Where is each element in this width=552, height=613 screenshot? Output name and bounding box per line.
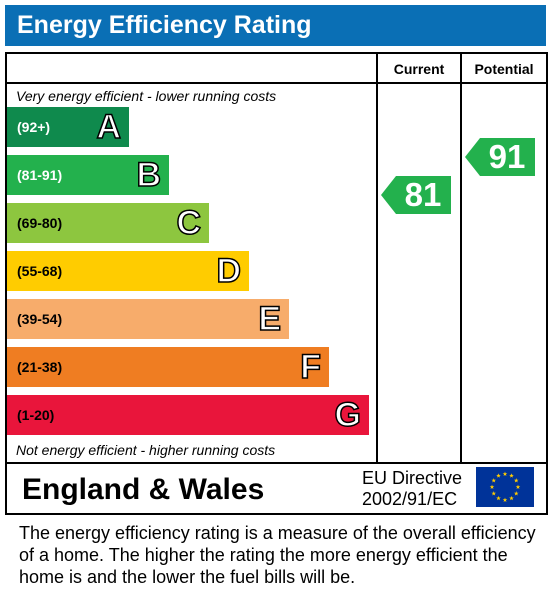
band-range-f: (21-38) [17,359,63,375]
potential-arrow-shape [465,138,535,176]
band-b: (81-91) B [7,155,169,195]
band-letter-e: E [258,299,282,339]
eu-flag-star [513,478,519,483]
eu-directive-line2: 2002/91/EC [362,489,458,509]
column-divider-current [376,54,378,463]
eu-flag-star [496,495,501,501]
band-d: (55-68) D [7,251,249,291]
band-letter-a: A [96,107,122,147]
eu-flag-icon [476,467,534,507]
band-f: (21-38) F [7,347,329,387]
rating-description: The energy efficiency rating is a measur… [19,523,536,587]
title-bar: Energy Efficiency Rating [5,5,546,46]
eu-flag-star [491,491,497,496]
column-header-current: Current [393,61,445,77]
footer-divider [7,462,546,464]
chart-title: Energy Efficiency Rating [17,11,312,39]
band-range-e: (39-54) [17,311,63,327]
eu-flag-star [491,478,497,483]
band-c: (69-80) C [7,203,209,243]
eu-flag-star [509,495,514,501]
band-a: (92+) A [7,107,129,147]
eu-flag-star [489,484,495,489]
current-rating-value: 81 [404,176,442,213]
note-not-efficient: Not energy efficient - higher running co… [16,442,276,458]
band-range-g: (1-20) [17,407,55,423]
band-range-d: (55-68) [17,263,63,279]
eu-directive: EU Directive 2002/91/EC [362,468,462,510]
band-e: (39-54) E [7,299,289,339]
eu-flag-star [513,491,519,496]
eu-flag-star [502,471,508,476]
band-letter-f: F [299,347,321,387]
note-very-efficient: Very energy efficient - lower running co… [16,88,277,104]
eu-flag-star [502,497,508,502]
eu-flag-star [515,484,521,489]
eu-flag-star [509,473,514,478]
potential-rating-value: 91 [488,138,526,175]
band-range-b: (81-91) [17,167,63,183]
band-letter-d: D [216,251,242,291]
rating-frame [5,52,548,515]
eu-flag-star [496,473,501,478]
current-rating-arrow: 81 [381,176,451,214]
band-letter-b: B [136,155,162,195]
eu-directive-line1: EU Directive [362,468,463,488]
current-arrow-shape [381,176,451,214]
region-label: England & Wales [22,473,265,506]
column-divider-potential [460,54,462,463]
band-letter-g: G [334,395,362,435]
band-g: (1-20) G [7,395,369,435]
band-range-a: (92+) [17,119,51,135]
band-range-c: (69-80) [17,215,63,231]
header-divider [7,82,546,84]
band-letter-c: C [176,203,202,243]
column-header-potential: Potential [474,61,534,77]
potential-rating-arrow: 91 [465,138,535,176]
